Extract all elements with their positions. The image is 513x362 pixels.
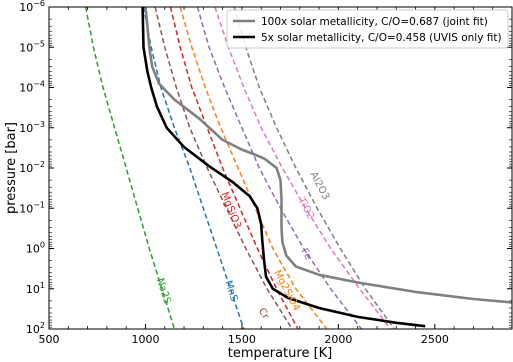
annotation-mgsio3: MgSiO3 <box>218 191 243 231</box>
y-tick-label: 10−3 <box>19 120 45 135</box>
annotation-na2s: Na2S <box>154 277 173 305</box>
series-line-mgsio3 <box>169 7 299 329</box>
annotation-fe: Fe <box>298 247 313 262</box>
y-tick-label: 10−2 <box>19 160 45 175</box>
plot-frame <box>48 6 513 330</box>
series-line-100x-solar-metallicity-c-o-0-687-joint-fit <box>144 7 512 304</box>
x-tick-label: 2000 <box>324 333 352 346</box>
series-line-al2o3 <box>233 7 395 329</box>
y-tick-label: 10−5 <box>19 39 45 54</box>
x-tick-label: 1000 <box>131 333 159 346</box>
y-tick-label: 10−4 <box>19 80 45 95</box>
legend-entry: 100x solar metallicity, C/O=0.687 (joint… <box>261 16 488 28</box>
y-tick-label: 10−6 <box>19 0 45 14</box>
axis-ticks: 500 1000 1500 2000 2500 10−6 10−5 10−4 10−3 10−2 1… <box>19 0 512 346</box>
y-tick-label: 102 <box>26 321 45 336</box>
y-tick-label: 101 <box>26 281 45 296</box>
y-axis-label: pressure [bar] <box>4 122 19 214</box>
series-line-5x-solar-metallicity-c-o-0-458-uvis-only-fit <box>141 7 426 328</box>
annotation-al2o3: Al2O3 <box>307 170 331 202</box>
x-tick-label: 1500 <box>228 333 256 346</box>
annotation-cr: Cr <box>256 306 272 322</box>
series-line-cr <box>154 7 293 329</box>
x-tick-label: 500 <box>39 333 60 346</box>
x-axis-label: temperature [K] <box>228 346 333 361</box>
series-line-tio2 <box>214 7 392 329</box>
y-tick-label: 10−1 <box>19 200 45 215</box>
series-line-mns <box>142 7 245 329</box>
legend-entry: 5x solar metallicity, C/O=0.458 (UVIS on… <box>261 32 502 44</box>
legend: 100x solar metallicity, C/O=0.687 (joint… <box>226 9 509 49</box>
series-layer <box>84 7 512 329</box>
y-tick-label: 100 <box>26 241 45 256</box>
series-line-mg2sio4 <box>179 7 328 329</box>
legend-box <box>226 9 509 49</box>
annotation-mns: MnS <box>222 279 239 303</box>
x-tick-label: 2500 <box>421 333 449 346</box>
